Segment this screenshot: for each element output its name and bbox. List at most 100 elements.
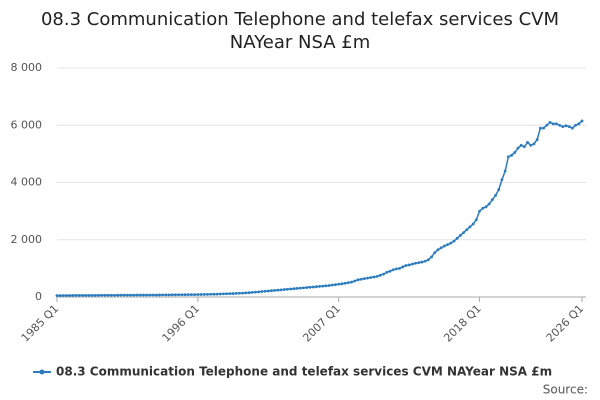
point	[452, 239, 456, 243]
point	[193, 293, 197, 296]
point	[545, 123, 549, 127]
point	[103, 293, 107, 297]
point	[260, 290, 264, 293]
point	[497, 188, 501, 192]
point	[353, 279, 357, 283]
point	[279, 288, 283, 292]
point	[314, 285, 318, 289]
point	[503, 169, 507, 173]
point	[289, 287, 293, 291]
point	[375, 274, 379, 278]
point	[215, 292, 219, 296]
point	[561, 125, 565, 129]
point	[65, 294, 69, 297]
point	[209, 292, 213, 296]
point	[135, 293, 139, 297]
point	[142, 293, 145, 297]
point	[151, 293, 155, 297]
point	[516, 146, 520, 150]
point	[257, 290, 261, 294]
point	[167, 293, 171, 297]
source: Source:	[543, 383, 588, 397]
point	[106, 293, 110, 297]
point	[55, 294, 59, 297]
point	[366, 276, 369, 280]
point	[58, 294, 62, 297]
point	[343, 281, 347, 285]
point	[190, 293, 193, 297]
point	[174, 293, 177, 297]
point	[398, 266, 401, 270]
point	[506, 155, 510, 159]
point	[350, 280, 353, 284]
point	[97, 293, 101, 297]
point	[78, 294, 81, 297]
legend-label: 08.3 Communication Telephone and telefax…	[56, 365, 552, 379]
point	[394, 267, 398, 271]
point	[455, 236, 459, 240]
point	[356, 278, 360, 282]
point	[410, 262, 414, 266]
point	[570, 126, 574, 130]
point	[218, 292, 222, 296]
point	[250, 291, 254, 294]
point	[318, 285, 321, 288]
y-tick-label: 2 000	[11, 233, 43, 246]
y-tick-label: 0	[35, 290, 42, 303]
point	[391, 268, 395, 272]
point	[359, 277, 363, 281]
point	[116, 293, 120, 297]
point	[177, 293, 181, 297]
point	[362, 277, 366, 281]
point	[170, 293, 174, 297]
point	[71, 294, 75, 297]
point	[94, 293, 97, 297]
point	[132, 293, 136, 297]
point	[500, 178, 504, 182]
point	[382, 272, 385, 276]
point	[110, 293, 113, 297]
point	[465, 228, 469, 232]
point	[302, 286, 305, 290]
point	[158, 293, 161, 297]
point	[378, 273, 382, 277]
point	[548, 120, 552, 124]
point	[311, 285, 315, 289]
point	[273, 289, 277, 292]
point	[164, 293, 168, 297]
x-tick-label: 1996 Q1	[160, 302, 203, 345]
point	[433, 251, 437, 255]
point	[494, 193, 497, 197]
point	[87, 293, 91, 297]
point	[330, 283, 334, 287]
point	[308, 285, 312, 289]
point	[138, 293, 142, 297]
point	[113, 293, 117, 297]
point	[276, 288, 280, 292]
point	[228, 292, 232, 296]
point	[532, 142, 536, 146]
point	[462, 231, 465, 234]
point	[574, 123, 577, 127]
point	[423, 259, 427, 263]
point	[234, 292, 238, 295]
point	[510, 153, 513, 157]
point	[186, 293, 190, 297]
point	[154, 293, 158, 297]
point	[247, 291, 251, 295]
point	[241, 291, 245, 295]
x-tick-label: 1985 Q1	[19, 302, 62, 345]
point	[414, 261, 417, 265]
point	[436, 248, 440, 252]
point	[100, 293, 104, 297]
point	[206, 292, 209, 296]
point	[305, 286, 309, 289]
point	[90, 293, 94, 297]
point	[286, 287, 289, 291]
point	[430, 255, 433, 259]
point	[542, 126, 545, 130]
point	[554, 122, 558, 126]
point	[567, 125, 571, 129]
point	[222, 292, 225, 296]
